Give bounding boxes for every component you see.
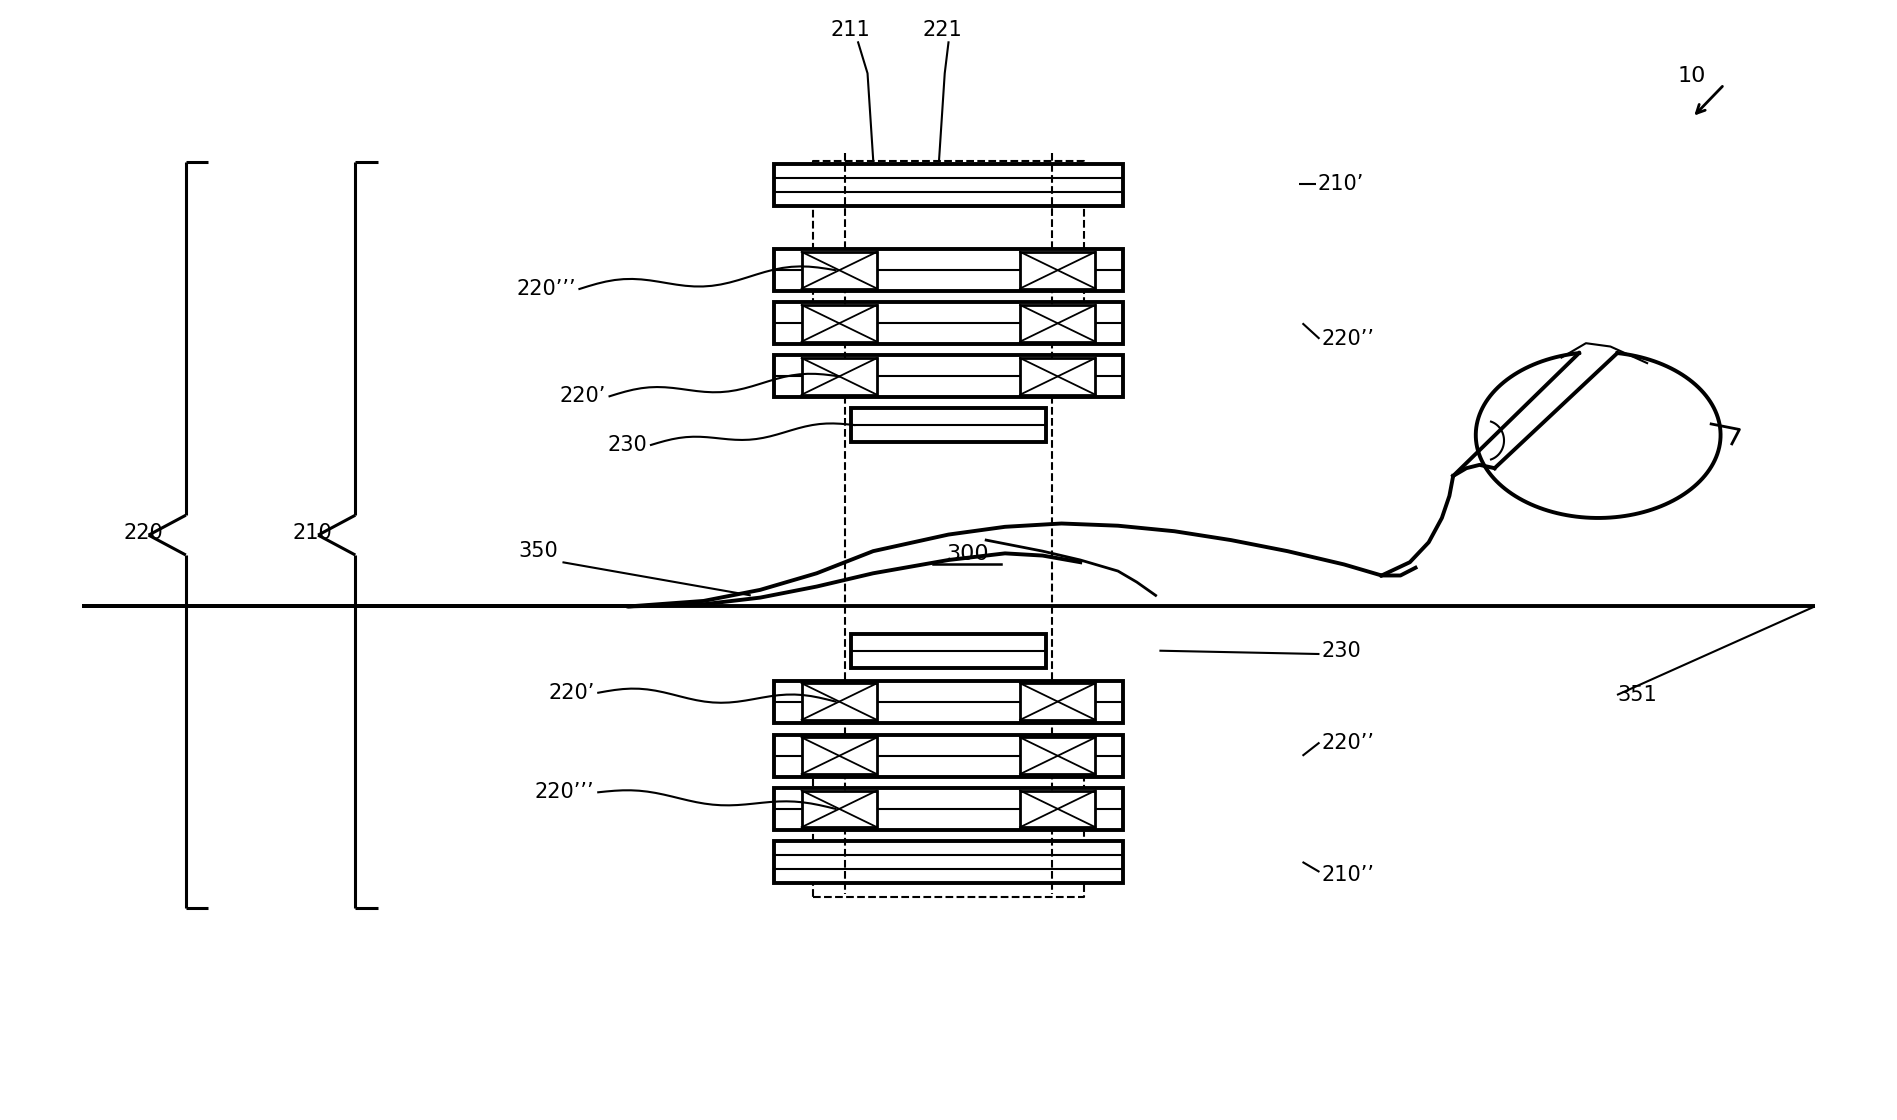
Bar — [774, 355, 1123, 398]
Text: 220’’: 220’’ — [1322, 329, 1373, 348]
Text: 220’: 220’ — [548, 683, 594, 702]
Bar — [774, 249, 1123, 291]
Text: 220’: 220’ — [560, 386, 605, 407]
Bar — [1021, 358, 1095, 394]
Text: 10: 10 — [1677, 66, 1705, 85]
Bar — [802, 791, 876, 828]
Bar — [774, 841, 1123, 883]
Bar — [774, 302, 1123, 344]
Bar — [802, 683, 876, 720]
Bar — [802, 252, 876, 289]
Bar — [852, 409, 1045, 442]
Bar — [774, 787, 1123, 830]
Text: 221: 221 — [924, 20, 962, 40]
Bar — [774, 164, 1123, 206]
Text: 210: 210 — [292, 523, 332, 543]
Text: 350: 350 — [518, 541, 558, 561]
Bar — [1021, 252, 1095, 289]
Text: 230: 230 — [607, 435, 647, 455]
Bar — [774, 681, 1123, 722]
Text: 220’’: 220’’ — [1322, 732, 1373, 753]
Text: 210’’: 210’’ — [1322, 866, 1373, 885]
Bar — [802, 358, 876, 394]
Bar — [1021, 683, 1095, 720]
Bar — [1021, 305, 1095, 342]
Bar — [1021, 737, 1095, 774]
Bar — [852, 634, 1045, 668]
Text: 210’: 210’ — [1318, 174, 1364, 194]
Bar — [774, 735, 1123, 777]
Text: 220’’’: 220’’’ — [535, 782, 594, 802]
Bar — [802, 737, 876, 774]
Text: 211: 211 — [831, 20, 871, 40]
Text: 351: 351 — [1616, 685, 1656, 704]
Text: 220’’’: 220’’’ — [516, 279, 575, 299]
Text: 300: 300 — [947, 544, 988, 564]
Text: 220: 220 — [123, 523, 163, 543]
Bar — [814, 750, 1083, 897]
Bar — [1021, 791, 1095, 828]
Bar — [814, 160, 1083, 310]
Text: 230: 230 — [1322, 641, 1362, 661]
Bar — [802, 305, 876, 342]
